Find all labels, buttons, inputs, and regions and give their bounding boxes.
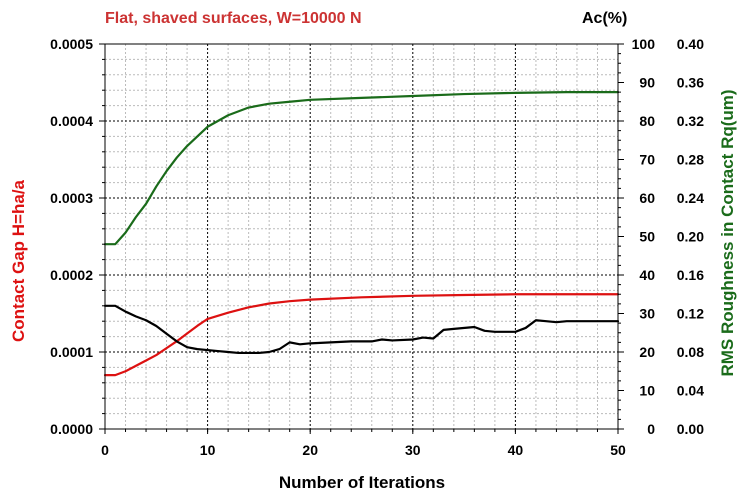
y-axis-title-right: RMS Roughness in Contact Rq(um) xyxy=(718,89,737,376)
y-left-tick-label: 0.0003 xyxy=(50,190,93,206)
y-ac-tick-label: 40 xyxy=(639,267,655,283)
y-rq-tick-label: 0.40 xyxy=(677,36,704,52)
y-left-tick-label: 0.0002 xyxy=(50,267,93,283)
y-left-tick-label: 0.0001 xyxy=(50,344,93,360)
y-rq-tick-label: 0.20 xyxy=(677,229,704,245)
y-ac-tick-label: 0 xyxy=(647,421,655,437)
chart-title: Flat, shaved surfaces, W=10000 N xyxy=(105,10,362,27)
y-left-tick-label: 0.0000 xyxy=(50,421,93,437)
ac-axis-title: Ac(%) xyxy=(582,10,627,27)
y-ac-tick-label: 90 xyxy=(639,75,655,91)
x-tick-label: 30 xyxy=(405,442,421,458)
y-ac-tick-label: 50 xyxy=(639,229,655,245)
x-axis-title: Number of Iterations xyxy=(279,473,445,492)
x-tick-label: 50 xyxy=(610,442,626,458)
series-line-contact_gap xyxy=(103,293,620,377)
series-line-ac xyxy=(103,91,620,246)
minor-grid xyxy=(105,44,618,429)
plot-frame xyxy=(104,43,619,430)
y-left-tick-label: 0.0004 xyxy=(50,113,93,129)
y-rq-tick-label: 0.04 xyxy=(677,383,704,399)
series-line-rq xyxy=(103,304,620,355)
y-rq-tick-label: 0.32 xyxy=(677,113,704,129)
y-rq-tick-label: 0.08 xyxy=(677,344,704,360)
y-rq-tick-label: 0.24 xyxy=(677,190,704,206)
y-ac-tick-label: 70 xyxy=(639,152,655,168)
y-ac-tick-label: 80 xyxy=(639,113,655,129)
x-tick-label: 10 xyxy=(200,442,216,458)
y-ac-tick-label: 100 xyxy=(632,36,656,52)
y-rq-tick-label: 0.36 xyxy=(677,75,704,91)
series-layer xyxy=(103,91,620,377)
y-rq-tick-label: 0.12 xyxy=(677,306,704,322)
y-rq-tick-label: 0.28 xyxy=(677,152,704,168)
y-ac-tick-label: 20 xyxy=(639,344,655,360)
y-ac-tick-label: 30 xyxy=(639,306,655,322)
ticks-layer: 0 10 20 30 40 500.00000.00010.00020.00030.000… xyxy=(50,36,704,458)
y-ac-tick-label: 60 xyxy=(639,190,655,206)
major-grid xyxy=(105,44,618,429)
y-ac-tick-label: 10 xyxy=(639,383,655,399)
y-axis-title-left: Contact Gap H=ha/a xyxy=(9,179,28,342)
y-rq-tick-label: 0.16 xyxy=(677,267,704,283)
y-left-tick-label: 0.0005 xyxy=(50,36,93,52)
x-tick-label: 0 xyxy=(101,442,109,458)
x-tick-label: 40 xyxy=(508,442,524,458)
y-rq-tick-label: 0.00 xyxy=(677,421,704,437)
x-tick-label: 20 xyxy=(302,442,318,458)
